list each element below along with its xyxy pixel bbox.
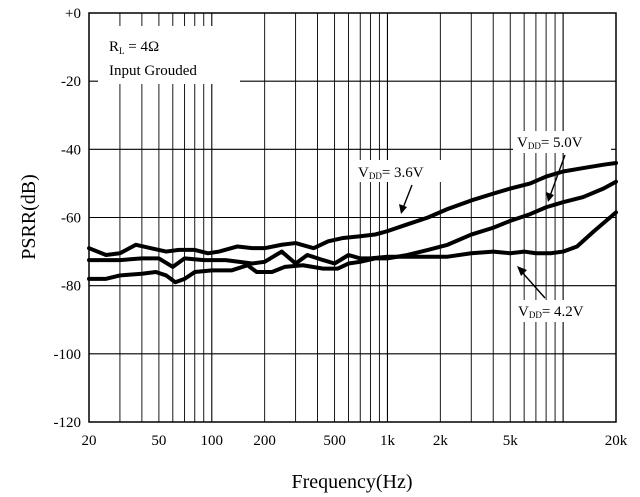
y-tick-label: -40 <box>61 142 81 158</box>
arrow-5v0 <box>546 154 566 202</box>
x-tick-label: 100 <box>201 433 224 449</box>
y-tick-label: -120 <box>54 415 82 431</box>
y-tick-label: -20 <box>61 74 81 90</box>
y-tick-label: -60 <box>61 211 81 227</box>
y-tick-label: +0 <box>65 6 81 22</box>
x-axis-title: Frequency(Hz) <box>291 471 412 493</box>
series-line-1 <box>87 210 618 269</box>
plot-frame <box>88 12 617 423</box>
tick-labels: 20 50 100 200 500 1k 2k 5k 20k +0 -20 -40 -60 -80 -100… <box>54 6 628 449</box>
y-axis-title: PSRR(dB) <box>18 174 40 260</box>
y-tick-label: -100 <box>54 347 82 363</box>
condition-box: RL = 4Ω Input Grouded <box>98 26 240 84</box>
x-tick-label: 2k <box>433 433 449 449</box>
y-tick-label: -80 <box>61 279 81 295</box>
svg-text:VDD= 5.0V: VDD= 5.0V <box>517 135 583 151</box>
x-tick-label: 20 <box>82 433 97 449</box>
arrow-4v2 <box>517 266 546 299</box>
series-line-2 <box>87 179 618 285</box>
x-tick-label: 200 <box>253 433 276 449</box>
series-layer <box>87 160 618 285</box>
x-tick-label: 500 <box>323 433 346 449</box>
series-label-3v6: VDD= 3.6V <box>354 160 448 182</box>
svg-text:VDD= 3.6V: VDD= 3.6V <box>358 165 424 181</box>
x-tick-label: 1k <box>380 433 396 449</box>
series-label-5v0: VDD= 5.0V <box>513 131 611 153</box>
x-tick-label: 50 <box>151 433 166 449</box>
svg-text:VDD= 4.2V: VDD= 4.2V <box>518 304 584 320</box>
condition-annotation: Input Grouded <box>109 63 197 79</box>
x-tick-label: 5k <box>503 433 519 449</box>
x-tick-label: 20k <box>605 433 628 449</box>
load-annotation: RL = 4Ω <box>109 39 159 56</box>
arrow-3v6 <box>399 184 413 214</box>
series-label-4v2: VDD= 4.2V <box>513 300 611 322</box>
series-line-0 <box>87 160 618 257</box>
